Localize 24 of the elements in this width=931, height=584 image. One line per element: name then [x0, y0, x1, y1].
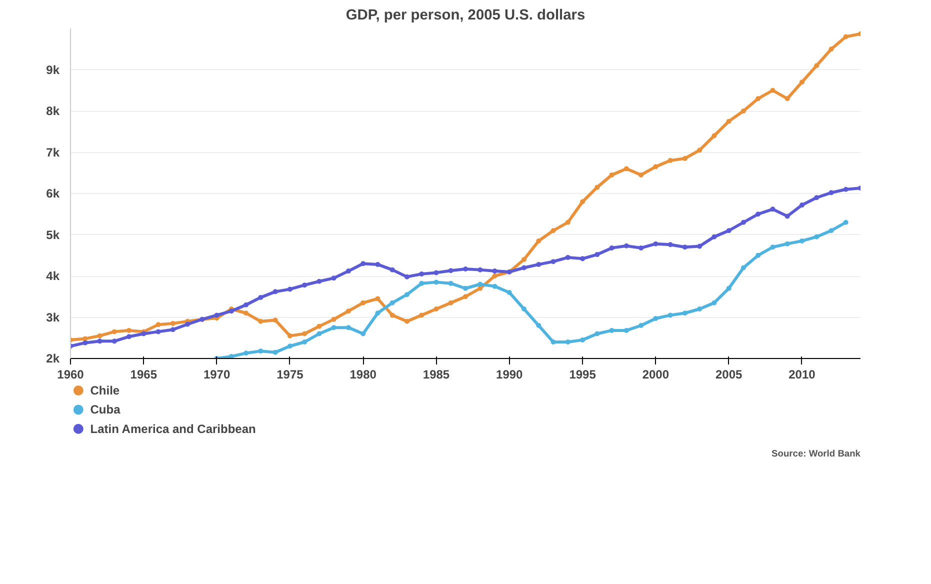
x-tick-label: 1995 [569, 368, 596, 382]
legend-label: Chile [90, 384, 120, 398]
y-tick-label: 9k [46, 62, 60, 77]
x-tick-label: 1975 [276, 368, 304, 382]
y-tick-label: 6k [46, 186, 60, 200]
x-tick-label: 1980 [350, 368, 377, 382]
x-tick-label: 1965 [130, 368, 158, 382]
y-tick-label: 3k [46, 310, 60, 324]
x-tick-label: 2005 [715, 368, 743, 382]
chart-title: GDP, per person, 2005 U.S. dollars [346, 8, 586, 24]
legend-label: Latin America and Caribbean [90, 422, 256, 436]
legend-label: Cuba [90, 402, 121, 417]
y-tick-label: 7k [46, 145, 60, 160]
y-tick-label: 2k [46, 352, 60, 366]
x-tick-label: 1970 [203, 368, 230, 382]
y-tick-label: 5k [46, 228, 60, 242]
x-tick-label: 1985 [422, 368, 450, 382]
y-tick-label: 4k [46, 269, 60, 283]
x-tick-label: 2010 [788, 368, 816, 382]
x-tick-label: 1990 [496, 368, 524, 382]
y-tick-label: 8k [46, 104, 60, 118]
x-tick-label: 2000 [642, 368, 670, 382]
x-tick-label: 1960 [57, 368, 84, 382]
source-note: Source: World Bank [772, 448, 862, 458]
